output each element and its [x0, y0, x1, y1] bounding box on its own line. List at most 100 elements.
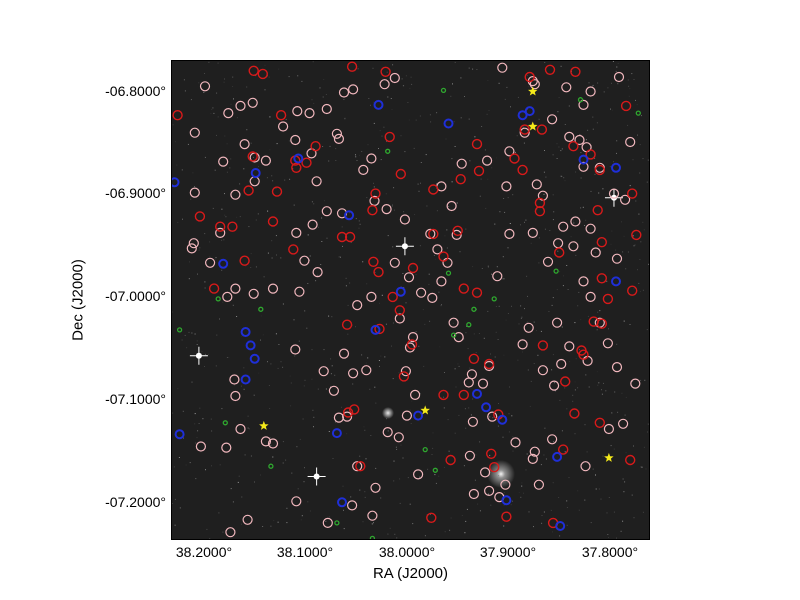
noise-speck [573, 220, 574, 222]
source-circle-pink [247, 97, 258, 108]
noise-speck [615, 249, 617, 251]
source-circle-pink [510, 437, 521, 448]
noise-speck [611, 82, 612, 84]
noise-speck [334, 374, 336, 376]
noise-speck [472, 68, 474, 70]
source-circle-pink [463, 377, 474, 388]
noise-speck [209, 256, 211, 258]
source-circle-pink [630, 378, 641, 389]
noise-speck [623, 235, 625, 237]
noise-speck [514, 447, 516, 449]
noise-speck [495, 306, 497, 307]
noise-speck [181, 169, 183, 171]
noise-speck [638, 213, 640, 215]
noise-speck [255, 75, 257, 77]
noise-speck [446, 229, 448, 231]
noise-speck [342, 485, 344, 487]
source-circle-pink [625, 136, 636, 148]
noise-speck [508, 413, 510, 415]
noise-speck [410, 423, 412, 424]
noise-speck [647, 423, 649, 425]
noise-speck [504, 494, 506, 496]
noise-speck [392, 322, 394, 324]
source-circle-red [594, 164, 605, 176]
noise-speck [412, 523, 414, 525]
noise-speck [198, 423, 200, 424]
noise-speck [414, 214, 416, 216]
noise-speck [288, 140, 290, 142]
source-circle-red [578, 349, 589, 360]
noise-speck [633, 517, 635, 519]
noise-speck [636, 104, 638, 106]
noise-speck [474, 479, 476, 481]
noise-speck [217, 62, 219, 64]
source-circle-red [602, 293, 614, 305]
source-circle-pink [517, 339, 528, 350]
noise-speck [365, 458, 367, 460]
noise-speck [237, 481, 239, 483]
noise-speck [490, 353, 491, 355]
noise-speck [545, 458, 547, 460]
noise-speck [373, 122, 375, 124]
source-circle-pink [618, 418, 629, 429]
noise-speck [556, 158, 558, 159]
noise-speck [419, 393, 421, 395]
noise-speck [491, 167, 493, 169]
source-circle-red [501, 511, 512, 522]
noise-speck [328, 160, 330, 162]
noise-speck [526, 275, 528, 277]
noise-speck [580, 177, 582, 179]
noise-speck [172, 124, 174, 126]
noise-speck [380, 355, 382, 357]
noise-speck [301, 515, 303, 517]
noise-speck [640, 241, 642, 243]
source-circle-red [489, 462, 500, 473]
noise-speck [551, 304, 553, 306]
noise-speck [393, 187, 395, 189]
source-circle-pink [492, 271, 503, 282]
source-marker-blue [218, 258, 229, 269]
source-circle-pink [427, 292, 438, 303]
noise-speck [176, 164, 178, 166]
noise-speck [240, 385, 242, 387]
noise-speck [627, 124, 629, 126]
noise-speck [465, 228, 467, 230]
noise-speck [577, 387, 579, 389]
noise-speck [469, 367, 471, 369]
source-marker-blue [344, 210, 355, 221]
noise-speck [596, 371, 598, 373]
noise-speck [407, 102, 409, 103]
source-circle-red [627, 188, 638, 199]
noise-speck [430, 513, 431, 515]
noise-speck [639, 172, 641, 174]
noise-speck [585, 374, 587, 376]
source-marker-blue [250, 168, 261, 178]
noise-speck [243, 168, 245, 170]
noise-speck [544, 150, 545, 151]
noise-speck [554, 390, 556, 392]
noise-speck [444, 531, 446, 533]
noise-speck [498, 403, 499, 404]
noise-speck [536, 193, 538, 195]
noise-speck [216, 334, 218, 336]
noise-speck [623, 491, 625, 493]
noise-speck [230, 103, 232, 105]
noise-speck [580, 152, 582, 154]
noise-speck [558, 146, 560, 148]
noise-speck [525, 469, 527, 471]
noise-speck [443, 407, 445, 409]
source-circle-pink [620, 194, 631, 205]
noise-speck [338, 256, 340, 258]
noise-speck [596, 329, 598, 331]
noise-speck [545, 176, 547, 178]
noise-speck [282, 462, 284, 464]
source-circle-pink [199, 81, 211, 92]
source-circle-pink [533, 479, 544, 490]
noise-speck [187, 143, 189, 145]
noise-speck [574, 381, 576, 383]
noise-speck [290, 382, 292, 384]
noise-speck [588, 386, 590, 388]
noise-speck [454, 368, 456, 370]
noise-speck [329, 145, 331, 147]
noise-speck [463, 465, 465, 467]
